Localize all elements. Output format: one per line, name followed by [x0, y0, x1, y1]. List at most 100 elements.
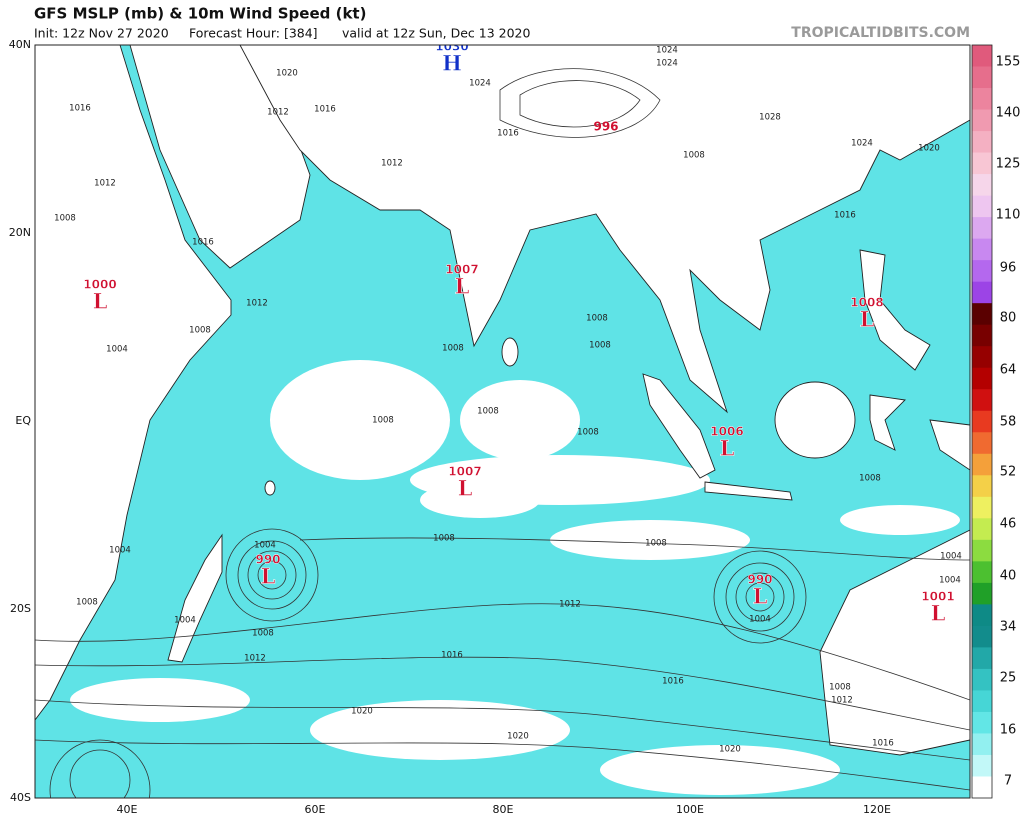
isobar-label: 1008: [589, 341, 611, 351]
isobar-label: 1012: [244, 654, 266, 664]
colorbar-label: 40: [1000, 569, 1017, 584]
colorbar-label: 96: [1000, 261, 1017, 276]
colorbar-swatch: [972, 668, 992, 691]
colorbar-swatch: [972, 711, 992, 734]
center-symbol: L: [753, 584, 768, 609]
isobar: [713, 550, 807, 644]
center-pressure: 1007: [445, 263, 478, 277]
colorbar-label: 46: [1000, 517, 1017, 532]
colorbar-swatch: [972, 647, 992, 670]
colorbar-swatch: [972, 776, 992, 799]
isobar-label: 1016: [834, 211, 856, 221]
colorbar-swatch: [972, 625, 992, 648]
isobar-label: 1012: [94, 179, 116, 189]
forecast-hour: Forecast Hour: [384]: [189, 26, 318, 41]
colorbar-swatch: [972, 432, 992, 455]
colorbar-swatch: [972, 754, 992, 777]
lat-label: 40S: [10, 791, 31, 804]
center-symbol: L: [261, 564, 276, 589]
isobar: [237, 540, 307, 610]
isobar: [35, 656, 970, 731]
isobar: [499, 68, 661, 138]
lon-label: 60E: [305, 803, 326, 816]
isobar-label: 1016: [441, 651, 463, 661]
isobar-label: 1020: [719, 745, 741, 755]
colorbar-swatch: [972, 346, 992, 369]
lat-label: 20N: [9, 226, 31, 239]
isobar-label: 1008: [433, 534, 455, 544]
colorbar-swatch: [972, 281, 992, 304]
isobar-label: 1016: [314, 105, 336, 115]
calm-area: [460, 380, 580, 460]
colorbar-label: 125: [996, 157, 1021, 172]
isobar-label: 1020: [918, 144, 940, 154]
colorbar-frame: [971, 44, 993, 799]
lat-label: 40N: [9, 38, 31, 51]
isobar-label: 1008: [54, 214, 76, 224]
isobar-label: 1008: [76, 598, 98, 608]
center-pressure: 990: [747, 573, 772, 587]
colorbar-label: 16: [1000, 723, 1017, 738]
isobar-label: 1020: [351, 707, 373, 717]
madagascar: [167, 533, 223, 663]
center-pressure: 1006: [710, 425, 743, 439]
isobar: [35, 603, 970, 701]
colorbar-label: 80: [1000, 311, 1017, 326]
sulawesi: [869, 394, 906, 451]
isobar-label: 1016: [872, 739, 894, 749]
australia: [819, 529, 970, 756]
africa: [35, 45, 232, 721]
colorbar-swatch: [972, 131, 992, 154]
isobar-label: 1012: [381, 159, 403, 169]
colorbar: 155 140 125 110 96 80 64 58 52 46 40 34 25 16 7: [971, 44, 1021, 799]
calm-area: [600, 745, 840, 795]
lon-label: 120E: [863, 803, 891, 816]
isobar-label: 1016: [69, 104, 91, 114]
isobar: [35, 699, 970, 761]
colorbar-swatch: [972, 195, 992, 218]
colorbar-swatch: [972, 690, 992, 713]
colorbar-label: 64: [1000, 363, 1017, 378]
colorbar-swatch: [972, 238, 992, 261]
colorbar-swatch: [972, 582, 992, 605]
center-symbol: L: [455, 274, 470, 299]
isobar-label: 1008: [859, 474, 881, 484]
colorbar-swatch: [972, 217, 992, 240]
lat-label: 20S: [10, 602, 31, 615]
isobar-label: 1024: [851, 139, 873, 149]
colorbar-swatch: [972, 303, 992, 326]
calm-area: [420, 482, 540, 518]
philippines: [859, 249, 931, 371]
lon-label: 100E: [676, 803, 704, 816]
isobar: [35, 739, 970, 791]
isobar-label: 1004: [174, 616, 196, 626]
map-frame: [34, 44, 971, 799]
isobar-label: 1024: [656, 46, 678, 56]
colorbar-swatch: [972, 66, 992, 89]
isobar-label: 1004: [254, 541, 276, 551]
isobar-label: 1008: [189, 326, 211, 336]
calm-area: [840, 505, 960, 535]
colorbar-label: 155: [996, 55, 1021, 70]
isobar-label: 1008: [372, 416, 394, 426]
init-time: Init: 12z Nov 27 2020: [34, 26, 169, 41]
colorbar-swatch: [972, 174, 992, 197]
colorbar-swatch: [972, 475, 992, 498]
borneo: [774, 381, 856, 459]
sri-lanka: [501, 337, 519, 367]
isobar-label: 1016: [497, 129, 519, 139]
colorbar-label: 7: [1004, 774, 1012, 789]
isobar-label: 1008: [683, 151, 705, 161]
center-symbol: H: [442, 51, 462, 76]
isobar: [735, 572, 785, 622]
colorbar-swatch: [972, 389, 992, 412]
isobar-label: 1020: [507, 732, 529, 742]
center-symbol: L: [720, 436, 735, 461]
lon-label: 80E: [493, 803, 514, 816]
isobar-label: 1012: [267, 108, 289, 118]
center-symbol: L: [458, 476, 473, 501]
isobar: [69, 749, 131, 798]
isobar-label: 1008: [442, 344, 464, 354]
